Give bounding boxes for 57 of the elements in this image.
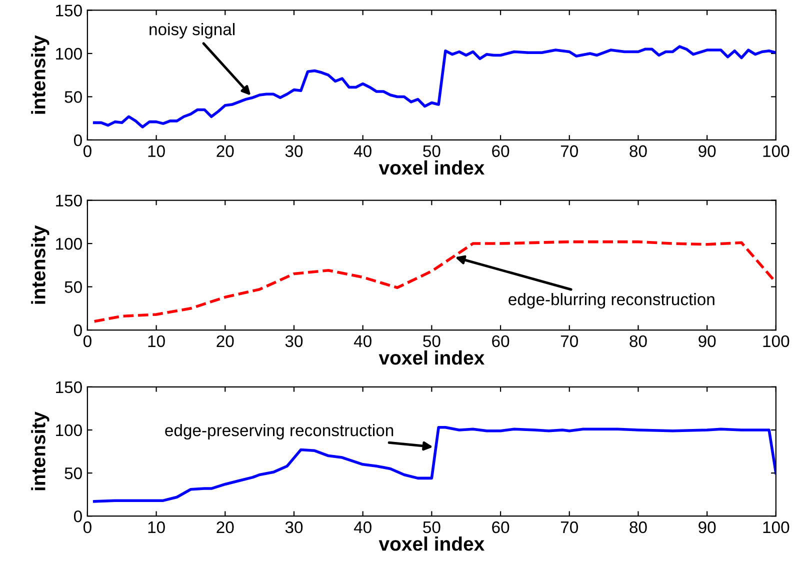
y-tick-label: 100 bbox=[56, 238, 82, 250]
x-tick-label: 60 bbox=[492, 145, 510, 158]
y-axis-title: intensity bbox=[31, 35, 50, 114]
x-tick-label: 20 bbox=[216, 145, 234, 158]
x-tick-label: 60 bbox=[492, 335, 510, 348]
x-tick-label: 20 bbox=[216, 521, 234, 534]
x-tick-label: 0 bbox=[83, 521, 92, 534]
x-tick-label: 50 bbox=[423, 335, 440, 348]
y-axis-title: intensity bbox=[31, 412, 50, 490]
x-tick-label: 50 bbox=[423, 521, 440, 534]
x-tick-label: 20 bbox=[216, 335, 234, 348]
x-tick-label: 70 bbox=[560, 145, 578, 158]
x-tick-label: 90 bbox=[698, 335, 716, 348]
x-tick-label: 80 bbox=[630, 521, 647, 534]
y-tick-label: 150 bbox=[56, 4, 82, 16]
x-tick-label: 100 bbox=[763, 521, 790, 534]
x-tick-label: 90 bbox=[698, 521, 716, 534]
line-series bbox=[92, 45, 776, 128]
line-series bbox=[92, 240, 776, 323]
x-tick-label: 60 bbox=[492, 521, 510, 534]
x-tick-label: 0 bbox=[83, 335, 92, 348]
x-tick-label: 0 bbox=[83, 145, 92, 158]
y-tick-label: 100 bbox=[56, 48, 82, 60]
x-tick-label: 10 bbox=[148, 145, 165, 158]
x-tick-label: 100 bbox=[763, 145, 790, 158]
annotation: edge-blurring reconstruction bbox=[508, 293, 714, 309]
x-tick-label: 10 bbox=[148, 521, 165, 534]
x-tick-label: 40 bbox=[354, 335, 372, 348]
x-tick-label: 50 bbox=[423, 145, 440, 158]
y-tick-label: 0 bbox=[74, 510, 82, 522]
x-tick-label: 30 bbox=[285, 145, 303, 158]
x-tick-label: 90 bbox=[698, 145, 716, 158]
line-series bbox=[92, 426, 776, 503]
x-tick-label: 70 bbox=[560, 335, 578, 348]
x-tick-label: 10 bbox=[148, 335, 165, 348]
x-tick-label: 40 bbox=[354, 145, 372, 158]
y-tick-label: 0 bbox=[74, 324, 82, 336]
x-tick-label: 40 bbox=[354, 521, 372, 534]
annotation: noisy signal bbox=[150, 23, 234, 39]
y-tick-label: 50 bbox=[64, 281, 82, 293]
x-tick-label: 100 bbox=[763, 335, 790, 348]
y-tick-label: 150 bbox=[56, 381, 82, 394]
y-tick-label: 150 bbox=[56, 194, 82, 206]
x-tick-label: 80 bbox=[630, 145, 647, 158]
y-axis-title: intensity bbox=[31, 225, 50, 304]
x-axis-title: voxel index bbox=[378, 350, 485, 365]
annotation: edge-preserving reconstruction bbox=[165, 424, 394, 440]
x-axis-title: voxel index bbox=[378, 160, 485, 175]
y-tick-label: 100 bbox=[56, 424, 82, 436]
x-tick-label: 30 bbox=[285, 335, 303, 348]
y-tick-label: 50 bbox=[64, 91, 82, 103]
x-tick-label: 70 bbox=[560, 521, 578, 534]
y-tick-label: 50 bbox=[64, 467, 82, 480]
x-tick-label: 80 bbox=[630, 335, 647, 348]
x-tick-label: 30 bbox=[285, 521, 303, 534]
x-axis-title: voxel index bbox=[378, 536, 485, 551]
y-tick-label: 0 bbox=[74, 134, 82, 146]
